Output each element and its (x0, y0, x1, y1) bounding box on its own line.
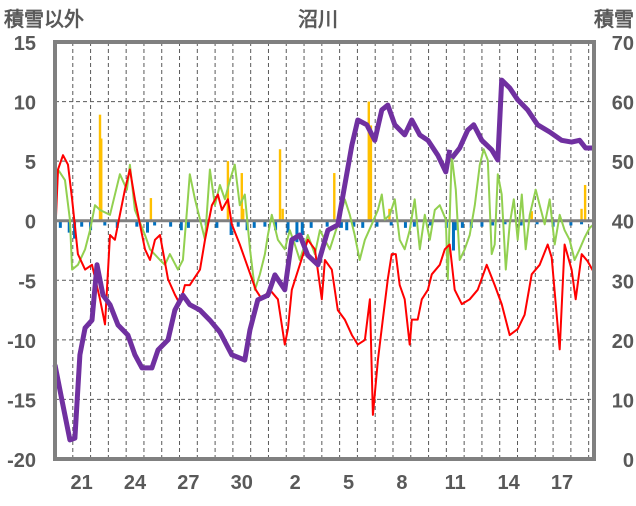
left-tick-label: 0 (25, 212, 36, 234)
positive-bar (149, 198, 153, 221)
negative-bar (179, 220, 183, 231)
x-tick-label: 21 (71, 472, 93, 494)
negative-bar (375, 220, 379, 227)
negative-bar (460, 220, 464, 228)
right-tick-label: 70 (612, 33, 634, 55)
chart-title: 沼川 (298, 8, 338, 31)
negative-bar (215, 220, 219, 228)
left-tick-label: -20 (7, 450, 36, 472)
x-tick-label: 30 (231, 472, 253, 494)
negative-bar (361, 220, 365, 228)
negative-bar (309, 220, 313, 228)
negative-bar (352, 220, 356, 227)
negative-bar (451, 220, 455, 251)
x-tick-label: 2 (290, 472, 301, 494)
right-tick-label: 20 (612, 331, 634, 353)
right-tick-label: 60 (612, 93, 634, 115)
negative-bar (325, 220, 329, 227)
positive-bar (369, 125, 373, 221)
negative-bar (80, 220, 84, 227)
negative-bar (229, 220, 233, 236)
negative-bar (286, 220, 290, 233)
negative-bar (146, 220, 150, 233)
negative-bar (535, 220, 539, 225)
negative-bar (503, 220, 507, 225)
negative-bar (453, 220, 457, 231)
positive-bar (100, 138, 103, 221)
right-tick-label: 30 (612, 271, 634, 293)
positive-bar (242, 208, 245, 221)
positive-bar (240, 173, 243, 221)
negative-bar (519, 220, 523, 226)
negative-bar (186, 220, 190, 228)
left-tick-label: -10 (7, 331, 36, 353)
positive-bar (583, 184, 587, 221)
negative-bar (274, 220, 278, 231)
positive-bar (367, 101, 370, 221)
negative-bar (103, 220, 107, 226)
left-tick-label: -15 (7, 390, 36, 412)
negative-bar (428, 220, 432, 226)
left-tick-label: 15 (14, 33, 36, 55)
positive-bar (580, 208, 583, 221)
negative-bar (569, 220, 573, 226)
gridlines (55, 42, 594, 459)
negative-bar (389, 220, 393, 226)
negative-bar (300, 220, 304, 236)
negative-bar (295, 220, 299, 243)
positive-bar (98, 114, 102, 221)
positive-bar (530, 211, 533, 221)
positive-bar (333, 173, 336, 221)
positive-bar (281, 208, 284, 221)
negative-bar (58, 220, 62, 228)
negative-bar (252, 220, 256, 228)
x-tick-label: 11 (445, 472, 466, 494)
plot-frame (53, 40, 596, 461)
left-tick-label: 10 (14, 93, 36, 115)
negative-bar (345, 220, 349, 231)
left-axis-title: 積雪以外 (4, 7, 84, 31)
negative-bar (403, 220, 407, 228)
right-tick-label: 40 (612, 212, 634, 234)
positive-bar (278, 149, 282, 221)
left-tick-label: -5 (18, 271, 36, 293)
negative-bar (412, 220, 416, 227)
right-tick-label: 0 (623, 450, 634, 472)
negative-bar (236, 220, 240, 227)
left-tick-label: 5 (25, 152, 36, 174)
negative-bar (580, 220, 584, 225)
negative-bar (153, 220, 157, 226)
green-line (54, 148, 595, 291)
x-tick-label: 24 (124, 472, 147, 494)
negative-bar (480, 220, 484, 227)
negative-bar (491, 220, 495, 226)
right-tick-label: 10 (612, 390, 634, 412)
x-tick-label: 17 (551, 472, 573, 494)
right-axis-title: 積雪 (594, 8, 634, 31)
negative-bar (169, 220, 173, 227)
x-tick-label: 8 (396, 472, 407, 494)
x-tick-label: 14 (497, 472, 520, 494)
series-lines (52, 77, 595, 443)
bars (58, 101, 587, 251)
x-tick-label: 5 (343, 472, 354, 494)
negative-bar (135, 220, 139, 227)
right-tick-label: 50 (612, 152, 634, 174)
negative-bar (263, 220, 267, 227)
snow-depth-line (52, 77, 594, 443)
x-tick-label: 27 (177, 472, 199, 494)
negative-bar (339, 220, 343, 228)
red-line (54, 154, 595, 416)
